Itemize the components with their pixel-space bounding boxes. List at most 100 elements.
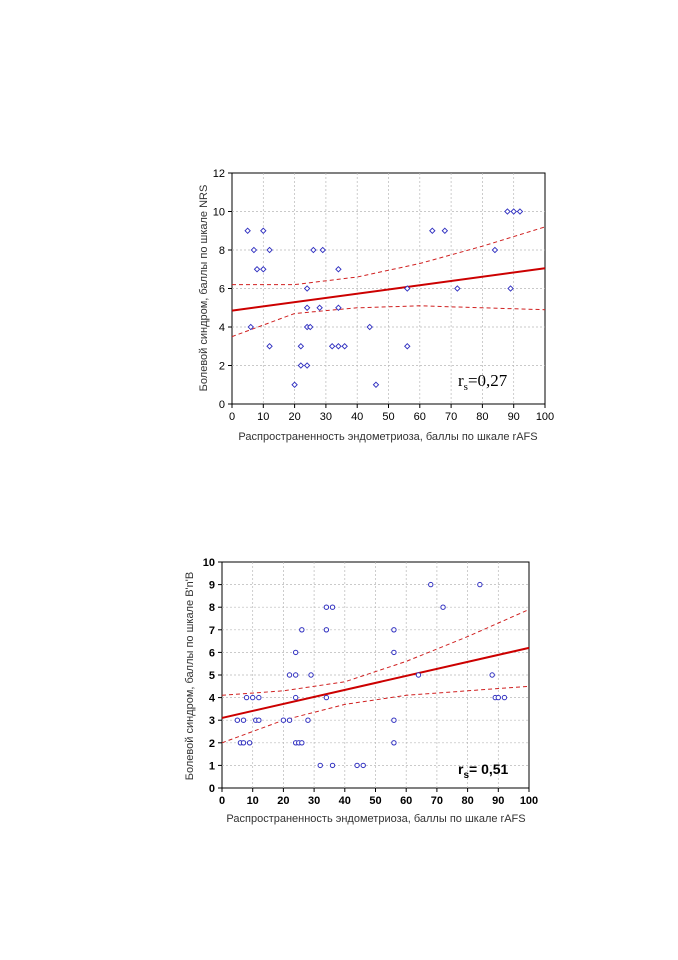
x-tick-label: 20 (288, 411, 300, 423)
data-point (491, 246, 499, 254)
data-point (253, 266, 261, 273)
data-point (286, 672, 293, 678)
confidence-interval (221, 609, 530, 744)
data-point (243, 694, 250, 701)
data-point (328, 343, 336, 350)
x-tick-label: 20 (277, 795, 289, 807)
data-point (440, 604, 446, 610)
rs-symbol: r (458, 371, 464, 390)
data-point (256, 694, 262, 701)
data-point (507, 285, 514, 292)
data-point (429, 227, 436, 234)
chart-nrs: 0 10 20 30 40 50 60 70 80 90 100 0 2 4 6 8 10 12 Распрос… (198, 168, 554, 443)
y-tick-label: 4 (219, 322, 225, 334)
x-tick-label: 100 (536, 411, 554, 423)
y-tick-label: 3 (209, 715, 215, 727)
x-tick-label: 90 (508, 411, 520, 423)
rs-value: = 0,51 (469, 761, 509, 777)
data-point (415, 672, 422, 678)
data-point (310, 246, 317, 254)
data-point (250, 246, 258, 254)
x-tick-label: 60 (414, 411, 426, 423)
data-point (260, 266, 267, 273)
data-point (292, 672, 299, 678)
rs-subscript: s (463, 770, 469, 781)
data-point (489, 672, 495, 678)
data-point (299, 627, 305, 633)
data-points (244, 208, 524, 388)
regression-line (231, 267, 546, 312)
data-point (250, 694, 256, 701)
y-tick-label: 1 (209, 760, 215, 772)
data-point (335, 343, 342, 350)
x-tick-label: 90 (492, 795, 504, 807)
x-tick-labels: 0 10 20 30 40 50 60 70 80 90 100 (219, 795, 538, 807)
x-tick-label: 50 (369, 795, 381, 807)
data-point (308, 672, 314, 678)
y-tick-labels: 0 2 4 6 8 10 12 (213, 168, 225, 411)
x-tick-label: 0 (219, 795, 225, 807)
x-tick-label: 60 (400, 795, 412, 807)
data-point (354, 762, 360, 769)
data-point (316, 304, 323, 311)
y-tick-label: 6 (209, 647, 215, 659)
data-point (335, 304, 342, 311)
confidence-interval (231, 226, 546, 338)
y-tick-labels: 0 1 2 3 4 5 6 7 8 9 10 (203, 557, 216, 795)
correlation-annotation: rs= 0,51 (458, 761, 509, 781)
y-tick-label: 0 (219, 399, 225, 411)
data-point (305, 717, 311, 723)
y-tick-label: 7 (209, 625, 215, 637)
data-point (504, 208, 511, 215)
data-point (341, 343, 348, 350)
data-point (297, 362, 305, 369)
data-point (360, 762, 366, 769)
data-point (404, 285, 411, 292)
data-point (319, 246, 327, 254)
regression-line (221, 646, 530, 719)
x-tick-labels: 0 10 20 30 40 50 60 70 80 90 100 (229, 411, 554, 423)
correlation-annotation: rs=0,27 (458, 371, 508, 393)
y-tick-label: 8 (209, 602, 215, 614)
data-point (454, 285, 461, 292)
fit-line (231, 267, 546, 312)
data-point (260, 227, 267, 234)
data-point (292, 694, 299, 701)
y-tick-label: 2 (219, 361, 225, 373)
data-point (303, 362, 311, 369)
y-tick-label: 10 (203, 557, 215, 569)
data-point (246, 740, 253, 746)
ci-upper-curve (232, 226, 546, 286)
x-tick-label: 10 (257, 411, 269, 423)
data-point (266, 246, 273, 254)
data-point (240, 717, 247, 723)
x-tick-label: 80 (461, 795, 473, 807)
y-tick-label: 5 (209, 670, 215, 682)
x-tick-label: 40 (351, 411, 363, 423)
y-tick-label: 0 (209, 783, 215, 795)
rs-symbol: r (458, 761, 464, 777)
y-tick-label: 9 (209, 580, 215, 592)
x-tick-label: 70 (431, 795, 443, 807)
data-point (323, 604, 330, 610)
data-point (247, 323, 255, 331)
data-point (256, 717, 262, 723)
data-point (297, 343, 305, 350)
data-point (477, 581, 483, 588)
data-point (303, 285, 311, 292)
data-point (391, 717, 397, 723)
data-point (323, 694, 330, 701)
x-axis-label: Распространенность эндометриоза, баллы п… (226, 813, 525, 825)
data-point (291, 381, 298, 388)
y-tick-label: 10 (213, 207, 225, 219)
fit-line (221, 646, 530, 719)
x-tick-label: 70 (445, 411, 457, 423)
data-point (510, 208, 517, 215)
y-tick-label: 2 (209, 738, 215, 750)
data-point (329, 762, 336, 769)
data-point (244, 227, 251, 234)
data-point (428, 581, 434, 588)
data-point (303, 304, 311, 311)
data-point (329, 604, 336, 610)
